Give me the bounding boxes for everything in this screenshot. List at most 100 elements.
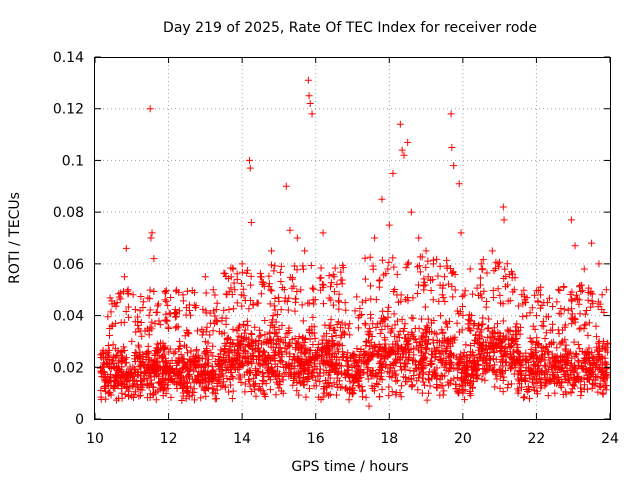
data-point (555, 364, 563, 372)
data-point (415, 281, 422, 289)
data-point (437, 371, 445, 379)
data-point (326, 374, 334, 382)
data-point (564, 306, 572, 314)
data-point (187, 357, 195, 365)
data-point (458, 303, 466, 311)
data-point (427, 319, 435, 327)
data-point (603, 360, 611, 368)
data-point (260, 372, 268, 380)
data-point (378, 195, 386, 203)
data-point (146, 286, 154, 294)
data-point (253, 299, 261, 307)
data-point (134, 321, 142, 329)
data-point (335, 377, 343, 385)
data-point (293, 387, 301, 395)
data-point (515, 366, 523, 374)
data-point (571, 315, 579, 323)
data-point (499, 203, 507, 211)
data-point (159, 380, 167, 388)
data-point (391, 333, 399, 341)
data-point (265, 353, 273, 361)
data-point (504, 281, 512, 289)
data-point (227, 368, 235, 376)
data-point (451, 271, 459, 279)
data-point (369, 262, 377, 270)
data-point (273, 367, 281, 375)
data-point (249, 345, 257, 353)
data-point (567, 388, 575, 396)
data-point (543, 343, 551, 351)
data-point (237, 378, 245, 386)
data-point (461, 396, 469, 404)
data-point (167, 294, 175, 302)
data-point (272, 340, 280, 348)
data-point (478, 294, 486, 302)
data-point (229, 305, 237, 313)
data-point (513, 320, 521, 328)
data-point (566, 362, 574, 370)
data-point (541, 356, 549, 364)
data-point (159, 339, 167, 347)
data-point (394, 317, 402, 325)
data-point (526, 334, 534, 342)
data-point (148, 318, 156, 326)
data-point (402, 264, 410, 272)
data-point (199, 305, 207, 313)
data-point (424, 257, 432, 265)
data-point (218, 330, 226, 338)
data-point (295, 333, 303, 341)
data-point (459, 353, 467, 361)
data-point (461, 367, 469, 375)
data-point (406, 367, 414, 375)
data-point (451, 336, 459, 344)
data-point (499, 377, 507, 385)
data-point (213, 299, 221, 307)
data-point (146, 295, 154, 303)
data-point (215, 370, 223, 378)
data-point (238, 302, 246, 310)
data-point (562, 356, 570, 364)
data-point (319, 393, 327, 401)
data-point (420, 275, 428, 283)
data-point (547, 377, 555, 385)
data-point (454, 366, 462, 374)
x-axis-label: GPS time / hours (291, 459, 408, 475)
data-point (346, 331, 354, 339)
data-point (382, 362, 390, 370)
data-point (450, 375, 458, 383)
data-point (454, 374, 462, 382)
data-point (193, 327, 201, 335)
data-point (309, 284, 317, 292)
data-point (558, 353, 566, 361)
data-point (128, 337, 136, 345)
data-point (400, 373, 408, 381)
data-point (526, 395, 534, 403)
data-point (237, 279, 245, 287)
data-point (298, 358, 306, 366)
data-point (252, 367, 260, 375)
data-point (172, 286, 180, 294)
data-point (398, 382, 406, 390)
data-point (496, 291, 504, 299)
data-point (217, 346, 225, 354)
data-point (586, 371, 594, 379)
data-point (447, 342, 455, 350)
data-point (525, 386, 533, 394)
data-point (354, 324, 362, 332)
data-point (468, 312, 476, 320)
data-point (595, 352, 603, 360)
data-point (398, 146, 406, 154)
data-point (167, 393, 175, 401)
data-point (433, 384, 441, 392)
data-point (458, 326, 466, 334)
data-point (255, 337, 263, 345)
data-point (211, 395, 219, 403)
data-point (266, 386, 274, 394)
data-point (549, 363, 557, 371)
data-point (469, 370, 477, 378)
data-point (156, 321, 164, 329)
data-point (466, 342, 474, 350)
data-point (545, 353, 553, 361)
data-point (580, 265, 588, 273)
data-point (217, 382, 225, 390)
